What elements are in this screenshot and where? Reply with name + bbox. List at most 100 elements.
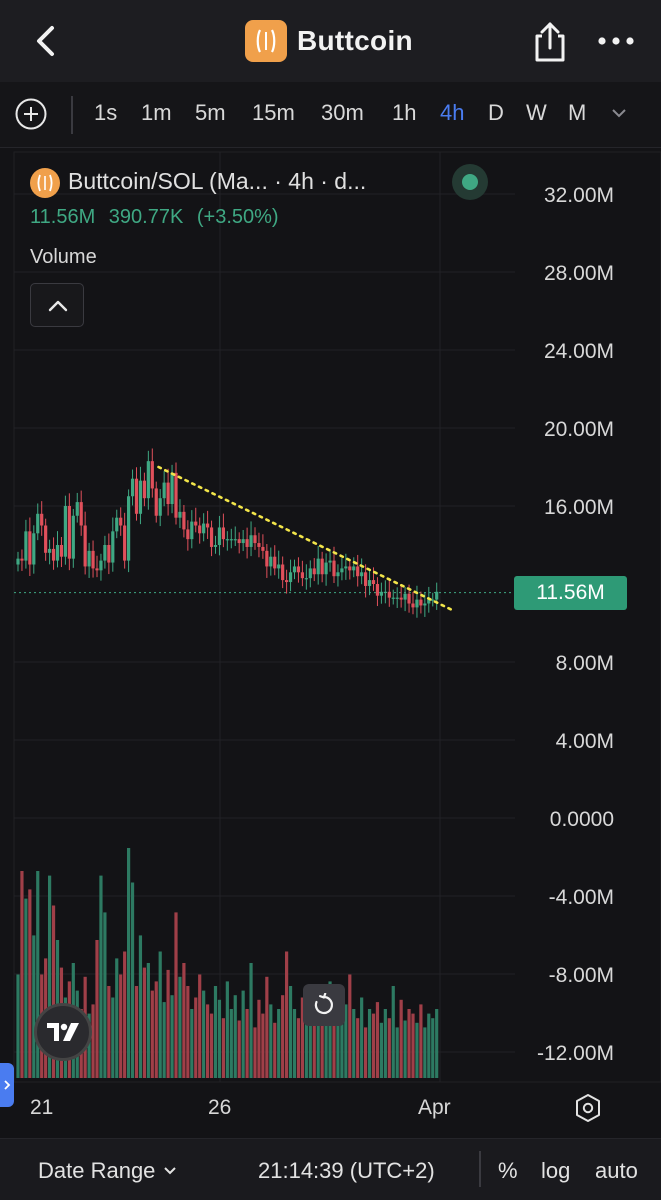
interval-5m[interactable]: 5m	[195, 100, 226, 125]
volume-bar	[237, 1020, 241, 1078]
candle-body	[415, 599, 419, 608]
candle-body	[407, 593, 411, 604]
settings-hexagon-icon[interactable]	[574, 1093, 602, 1123]
candle-body	[20, 558, 24, 561]
candle-body	[257, 543, 261, 547]
volume-bar	[150, 990, 154, 1078]
interval-30m[interactable]: 30m	[321, 100, 364, 125]
chevron-down-icon[interactable]	[610, 106, 628, 120]
candle-body	[16, 558, 20, 565]
candle-body	[332, 560, 336, 577]
log-scale-toggle[interactable]: log	[541, 1158, 571, 1183]
collapse-legend-button[interactable]	[30, 283, 84, 327]
candle-body	[431, 599, 435, 601]
time-zone-clock[interactable]: 21:14:39 (UTC+2)	[258, 1158, 435, 1183]
volume-bar	[379, 1022, 383, 1078]
volume-bar	[190, 1009, 194, 1078]
candle-body	[273, 556, 277, 569]
date-range-button[interactable]: Date Range	[38, 1158, 177, 1184]
interval-d[interactable]: D	[488, 100, 504, 125]
volume-label[interactable]: Volume	[30, 246, 97, 268]
volume-bar	[158, 951, 162, 1078]
volume-bar	[411, 1013, 415, 1078]
candle-body	[391, 597, 395, 599]
volume-bar	[261, 1013, 265, 1078]
volume-bar	[198, 974, 202, 1078]
candle-body	[186, 529, 190, 540]
auto-scale-toggle[interactable]: auto	[595, 1158, 638, 1183]
reset-chart-button[interactable]	[303, 984, 345, 1026]
candle-body	[166, 482, 170, 505]
volume-bar	[371, 1013, 376, 1078]
candle-body	[379, 591, 383, 596]
volume-bar	[285, 951, 289, 1078]
candle-body	[328, 560, 332, 563]
candle-body	[387, 591, 391, 598]
candle-body	[127, 496, 131, 561]
candle-body	[419, 599, 423, 606]
pair-logo-icon	[30, 168, 60, 198]
interval-1h[interactable]: 1h	[392, 100, 417, 125]
candle-body	[67, 506, 71, 559]
share-icon[interactable]	[530, 20, 570, 64]
interval-toolbar: 1s 1m 5m 15m 30m 1h 4h D W M	[0, 82, 661, 148]
volume-bar	[107, 986, 111, 1078]
volume-bar	[288, 986, 293, 1078]
candle-body	[154, 488, 158, 516]
candle-body	[375, 584, 380, 596]
candle-body	[130, 478, 135, 497]
chart-canvas[interactable]: 32.00M 28.00M 24.00M 20.00M 16.00M 0.0000 -4.0…	[0, 148, 661, 1138]
candle-body	[312, 568, 316, 575]
volume-bar	[32, 935, 36, 1078]
volume-bar	[36, 871, 40, 1078]
buttcoin-logo-icon	[245, 20, 287, 62]
candle-body	[174, 472, 178, 518]
chevron-left-icon[interactable]	[28, 20, 64, 62]
interval-w[interactable]: W	[526, 100, 547, 125]
candle-body	[71, 515, 75, 559]
candle-body	[225, 539, 229, 541]
tradingview-logo-icon[interactable]	[34, 1003, 92, 1061]
volume-bar	[51, 905, 56, 1078]
volume-bar	[257, 999, 261, 1078]
candle-body	[427, 599, 431, 604]
candle-body	[150, 461, 154, 489]
interval-4h[interactable]: 4h	[440, 100, 465, 125]
volume-bar	[304, 1013, 308, 1078]
chart-area[interactable]: 32.00M 28.00M 24.00M 20.00M 16.00M 0.0000 -4.0…	[0, 148, 661, 1138]
candle-body	[308, 568, 312, 579]
candle-body	[316, 558, 320, 575]
side-panel-handle[interactable]	[0, 1063, 14, 1107]
candle-body	[320, 558, 324, 575]
y-tick-label: 20.00M	[544, 418, 614, 441]
interval-m[interactable]: M	[568, 100, 587, 125]
volume-bar	[419, 1004, 423, 1078]
market-status-icon[interactable]	[452, 164, 488, 200]
volume-bar	[423, 1027, 427, 1078]
candle-body	[241, 539, 245, 544]
page-title: Buttcoin	[297, 25, 413, 56]
legend-title[interactable]: Buttcoin/SOL (Ma... · 4h · d...	[68, 168, 367, 194]
candle-body	[340, 568, 344, 573]
chevron-down-icon	[164, 1167, 177, 1175]
plus-circle-icon[interactable]	[14, 97, 48, 131]
candle-body	[138, 480, 143, 514]
candle-body	[95, 568, 99, 571]
more-dots-icon[interactable]	[596, 28, 636, 54]
candle-body	[209, 527, 214, 547]
interval-1s[interactable]: 1s	[94, 100, 118, 125]
volume-bar	[194, 997, 198, 1078]
percent-scale-toggle[interactable]: %	[498, 1158, 518, 1183]
volume-bar	[182, 963, 186, 1078]
candle-body	[28, 531, 32, 565]
candle-body	[364, 572, 368, 586]
interval-15m[interactable]: 15m	[252, 100, 295, 125]
candle-body	[336, 572, 340, 577]
volume-bar	[375, 1002, 380, 1078]
volume-bar	[344, 1004, 348, 1078]
interval-1m[interactable]: 1m	[141, 100, 172, 125]
y-tick-label: 0.0000	[550, 808, 614, 831]
volume-bar	[154, 981, 158, 1078]
candle-body	[249, 535, 253, 547]
volume-bar	[320, 1020, 324, 1078]
